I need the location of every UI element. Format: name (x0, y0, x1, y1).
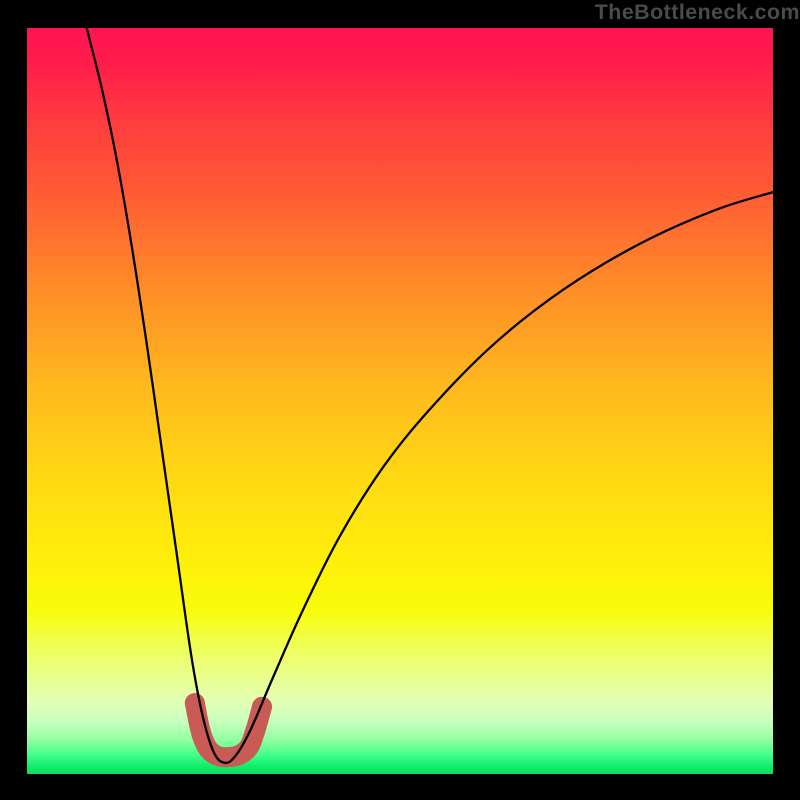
watermark-text: TheBottleneck.com (560, 0, 800, 26)
chart-plot-area (27, 28, 773, 774)
